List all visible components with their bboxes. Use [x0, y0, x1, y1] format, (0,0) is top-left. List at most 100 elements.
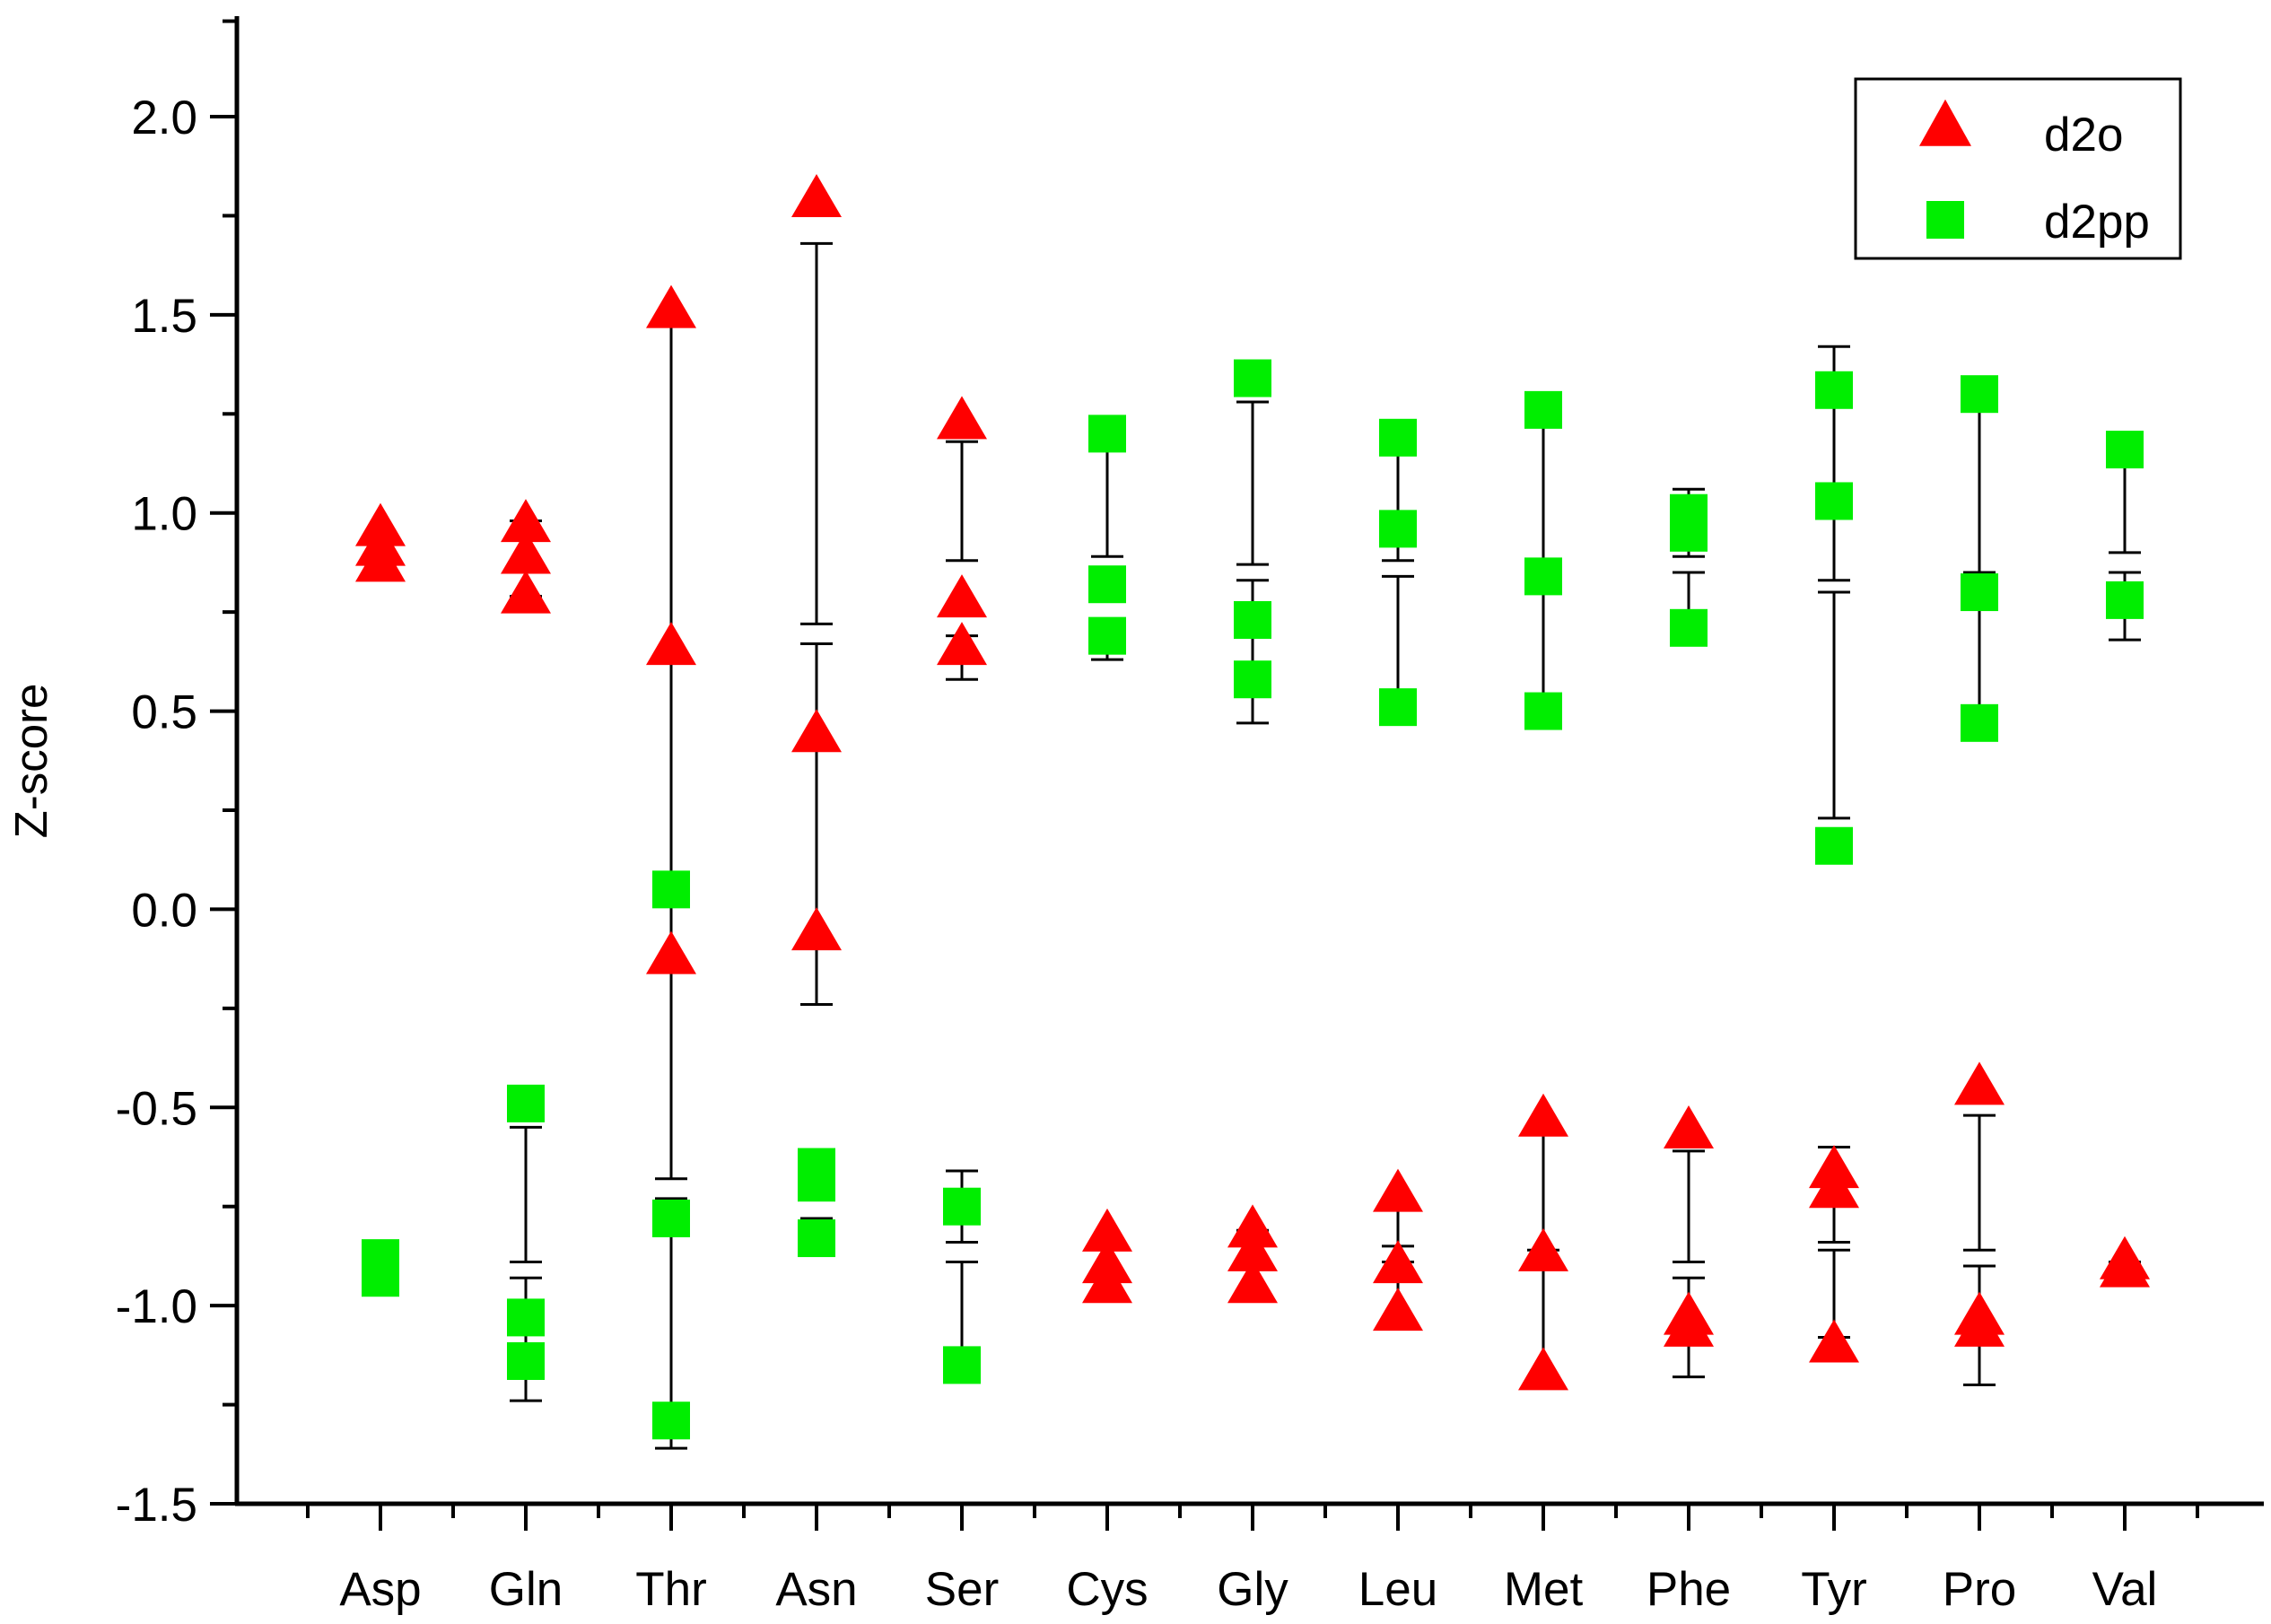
x-tick-label: Gly — [1217, 1563, 1288, 1616]
data-point-d2pp — [1815, 826, 1853, 865]
error-bar — [655, 317, 687, 1181]
data-point-d2pp — [1670, 513, 1708, 552]
error-bar — [1673, 1149, 1705, 1264]
data-point-d2o — [937, 622, 987, 666]
data-point-d2pp — [1961, 573, 1998, 612]
x-tick-label: Asp — [339, 1563, 421, 1616]
error-bar — [1963, 404, 1996, 574]
data-point-d2o — [1954, 1303, 2005, 1347]
error-bar — [946, 440, 978, 563]
y-tick-label: -1.5 — [116, 1479, 197, 1532]
x-tick-label: Leu — [1358, 1563, 1437, 1616]
data-point-d2o — [2100, 1244, 2150, 1288]
data-point-d2o — [1082, 1208, 1132, 1252]
data-point-d2o — [501, 499, 551, 543]
data-point-d2pp — [1961, 703, 1998, 742]
data-point-d2pp — [1088, 616, 1126, 655]
y-tick-label: 2.0 — [131, 92, 197, 144]
axes — [234, 16, 2264, 1506]
data-point-d2pp — [2106, 581, 2144, 619]
data-point-d2o — [1954, 1061, 2005, 1105]
data-point-d2o — [1227, 1227, 1278, 1271]
data-point-d2pp — [652, 1199, 690, 1237]
data-point-d2pp — [507, 1298, 545, 1337]
data-point-d2pp — [1815, 371, 1853, 409]
x-tick-label: Tyr — [1801, 1563, 1867, 1616]
error-bar — [1236, 400, 1269, 566]
data-point-d2o — [646, 622, 696, 666]
data-point-d2pp — [1234, 660, 1271, 699]
data-point-d2o — [1373, 1168, 1423, 1212]
data-point-d2pp — [1379, 510, 1417, 548]
y-tick-label: -1.0 — [116, 1280, 197, 1333]
data-point-d2pp — [1088, 565, 1126, 604]
data-point-d2pp — [652, 1401, 690, 1440]
data-point-d2pp — [1379, 418, 1417, 457]
error-bar — [1091, 448, 1123, 558]
x-tick-label: Cys — [1066, 1563, 1148, 1616]
legend-marker-d2pp-square-icon — [1926, 201, 1964, 239]
data-point-d2pp — [943, 1187, 981, 1226]
y-tick-label: 0.0 — [131, 884, 197, 937]
data-point-d2pp — [362, 1259, 399, 1297]
error-bar — [800, 642, 833, 1006]
data-point-d2o — [1518, 1227, 1568, 1271]
x-tick-label: Pro — [1943, 1563, 2016, 1616]
legend-box — [1854, 77, 2182, 260]
data-point-d2pp — [1524, 557, 1562, 596]
data-point-d2o — [1518, 1347, 1568, 1391]
y-tick-label: 1.5 — [131, 290, 197, 343]
data-point-d2o — [355, 538, 406, 582]
legend-marker-d2o-triangle-icon — [1919, 99, 1971, 146]
error-bar — [510, 1276, 542, 1402]
data-point-d2pp — [1961, 375, 1998, 414]
data-point-d2pp — [1234, 600, 1271, 639]
data-point-d2pp — [798, 1164, 835, 1202]
legend: d2o d2pp — [1854, 77, 2182, 260]
data-point-d2pp — [1524, 390, 1562, 429]
data-point-d2o — [1809, 1319, 1859, 1363]
error-bar — [1382, 574, 1414, 705]
data-point-d2o — [1664, 1104, 1714, 1148]
error-bar — [1963, 1113, 1996, 1252]
data-point-d2o — [1227, 1204, 1278, 1248]
error-bar — [1527, 416, 1559, 571]
y-axis-label: Z-score — [5, 684, 57, 839]
data-point-d2o — [1082, 1260, 1132, 1304]
error-bar — [2109, 464, 2141, 554]
data-point-d2o — [1518, 1093, 1568, 1137]
series-d2pp — [362, 359, 2144, 1440]
series-d2o — [355, 173, 2150, 1391]
x-tick-label: Phe — [1646, 1563, 1731, 1616]
x-tick-label: Val — [2092, 1563, 2158, 1616]
plot-area — [355, 173, 2150, 1450]
y-tick-label: 1.0 — [131, 488, 197, 541]
x-tick-label: Ser — [925, 1563, 999, 1616]
data-point-d2o — [1373, 1288, 1423, 1332]
legend-label-d2o: d2o — [2044, 109, 2123, 162]
data-point-d2pp — [1234, 359, 1271, 397]
data-point-d2pp — [943, 1346, 981, 1384]
x-tick-label: Thr — [635, 1563, 707, 1616]
data-point-d2pp — [1670, 608, 1708, 647]
data-point-d2o — [1664, 1303, 1714, 1347]
data-point-d2o — [1227, 1260, 1278, 1304]
data-point-d2o — [791, 173, 842, 217]
legend-label-d2pp: d2pp — [2044, 196, 2150, 249]
data-point-d2o — [501, 570, 551, 614]
x-tick-label: Gln — [489, 1563, 563, 1616]
error-bar — [510, 1125, 542, 1264]
data-point-d2o — [646, 284, 696, 328]
x-tick-label: Met — [1504, 1563, 1584, 1616]
data-point-d2o — [501, 530, 551, 574]
error-bar — [1818, 590, 1850, 820]
x-ticks: Asp Gln Thr Asn Ser Cys Gly Leu Met Phe Tyr Pro Val — [306, 1504, 2199, 1616]
data-point-d2pp — [507, 1084, 545, 1122]
error-bar — [800, 241, 833, 625]
data-point-d2pp — [652, 870, 690, 909]
data-point-d2o — [937, 574, 987, 618]
data-point-d2pp — [1088, 415, 1126, 453]
data-point-d2o — [791, 709, 842, 753]
y-tick-label: 0.5 — [131, 686, 197, 739]
